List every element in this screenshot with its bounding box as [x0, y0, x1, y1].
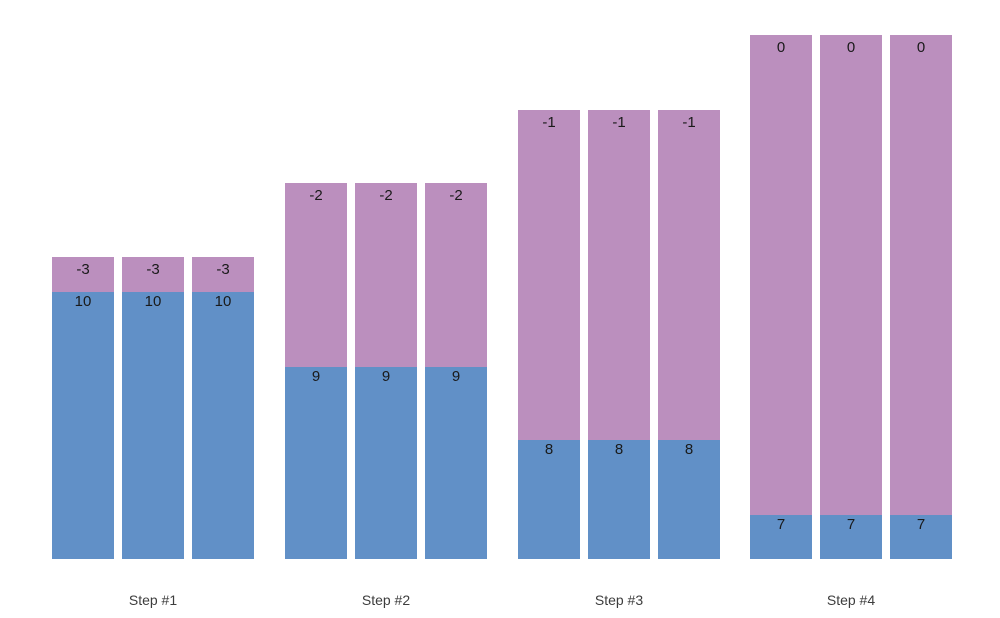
category-label-step1: Step #1 — [128, 592, 178, 608]
bottom-blue-segment: 9 — [285, 367, 347, 559]
category-label-step3: Step #3 — [594, 592, 644, 608]
stacked-bar-step3-1: -1 8 — [518, 110, 580, 559]
bottom-blue-segment: 7 — [750, 515, 812, 559]
top-purple-segment: 0 — [890, 35, 952, 515]
bottom-blue-segment: 9 — [425, 367, 487, 559]
top-purple-segment: 0 — [750, 35, 812, 515]
bottom-blue-segment: 8 — [658, 440, 720, 559]
top-purple-segment: -1 — [658, 110, 720, 440]
top-purple-segment: -1 — [518, 110, 580, 440]
category-label-step4: Step #4 — [826, 592, 876, 608]
top-purple-segment: 0 — [820, 35, 882, 515]
top-purple-segment: -3 — [192, 257, 254, 292]
bottom-blue-segment: 7 — [890, 515, 952, 559]
stacked-bar-step2-3: -2 9 — [425, 183, 487, 559]
top-purple-segment: -2 — [355, 183, 417, 367]
category-label-step2: Step #2 — [361, 592, 411, 608]
bottom-blue-segment: 10 — [122, 292, 184, 559]
top-purple-segment: -2 — [285, 183, 347, 367]
stacked-bar-step2-2: -2 9 — [355, 183, 417, 559]
stacked-bar-step1-1: -3 10 — [52, 257, 114, 559]
bottom-blue-segment: 8 — [588, 440, 650, 559]
bottom-blue-segment: 8 — [518, 440, 580, 559]
top-purple-segment: -1 — [588, 110, 650, 440]
top-purple-segment: -3 — [52, 257, 114, 292]
bottom-blue-segment: 10 — [52, 292, 114, 559]
stacked-bar-step1-2: -3 10 — [122, 257, 184, 559]
bottom-blue-segment: 7 — [820, 515, 882, 559]
stacked-bar-step3-3: -1 8 — [658, 110, 720, 559]
bottom-blue-segment: 9 — [355, 367, 417, 559]
stacked-bar-step3-2: -1 8 — [588, 110, 650, 559]
stacked-bar-step1-3: -3 10 — [192, 257, 254, 559]
bottom-blue-segment: 10 — [192, 292, 254, 559]
top-purple-segment: -3 — [122, 257, 184, 292]
stacked-bar-step2-1: -2 9 — [285, 183, 347, 559]
top-purple-segment: -2 — [425, 183, 487, 367]
